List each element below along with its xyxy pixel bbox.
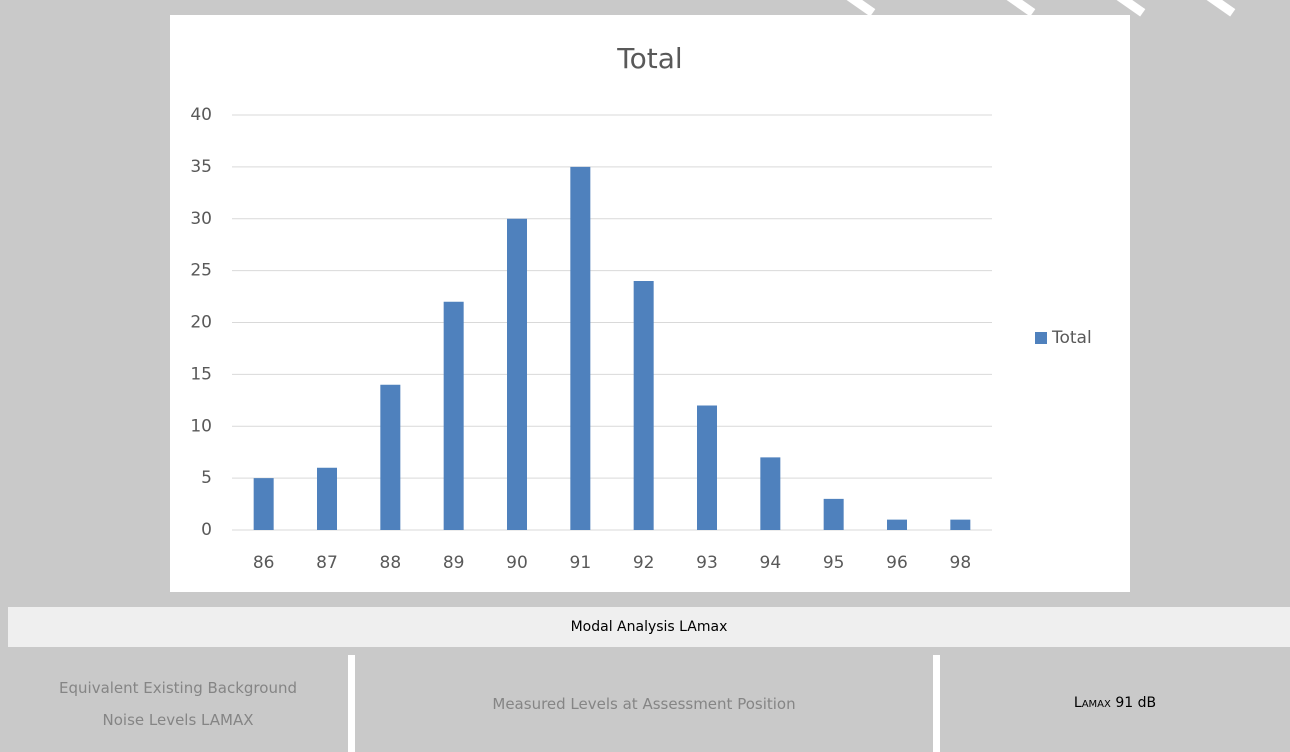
caption: Modal Analysis LAmax xyxy=(570,619,728,635)
x-tick-label: 96 xyxy=(886,553,908,573)
bar xyxy=(380,384,401,530)
y-tick-label: 35 xyxy=(190,157,212,177)
legend-swatch xyxy=(1035,332,1047,344)
x-tick-label: 90 xyxy=(506,553,528,573)
legend-label: Total xyxy=(1051,328,1092,348)
x-tick-label: 88 xyxy=(380,553,402,573)
x-tick-label: 98 xyxy=(950,553,972,573)
y-tick-label: 40 xyxy=(190,105,212,125)
x-tick-label: 87 xyxy=(316,553,338,573)
bar xyxy=(507,218,527,530)
bar xyxy=(697,405,717,530)
y-tick-label: 5 xyxy=(201,468,212,488)
bar xyxy=(253,478,274,530)
bar xyxy=(950,519,971,530)
x-tick-label: 94 xyxy=(760,553,782,573)
result-subscript: AMAX xyxy=(1081,698,1111,710)
caption-row: Modal Analysis LAmax xyxy=(8,607,1290,647)
y-tick-label: 10 xyxy=(190,416,212,436)
table-cell: Measured Levels at Assessment Position xyxy=(355,655,933,752)
table-cell: LAMAX 91 dB xyxy=(940,655,1290,752)
chart-title: Total xyxy=(616,42,682,75)
y-tick-label: 20 xyxy=(190,313,212,333)
watermark xyxy=(1200,0,1236,17)
x-tick-label: 89 xyxy=(443,553,465,573)
x-tick-label: 86 xyxy=(253,553,275,573)
bar xyxy=(443,301,464,530)
y-tick-label: 15 xyxy=(190,364,212,384)
y-tick-label: 0 xyxy=(201,520,212,540)
bar xyxy=(887,519,907,530)
bar xyxy=(570,166,591,530)
bar xyxy=(823,498,844,530)
bar xyxy=(633,281,654,530)
result-symbol: L xyxy=(1073,694,1082,711)
bar xyxy=(317,467,337,530)
cell-text: Equivalent Existing Background Noise Lev… xyxy=(59,678,297,729)
bar xyxy=(760,457,781,530)
cell-separator xyxy=(933,655,940,752)
result: LAMAX 91 dB xyxy=(1074,687,1156,721)
table-cell: Equivalent Existing Background Noise Lev… xyxy=(8,655,348,752)
x-tick-label: 92 xyxy=(633,553,655,573)
result-value: 91 dB xyxy=(1115,694,1157,711)
cell-text: Measured Levels at Assessment Position xyxy=(492,694,796,713)
y-tick-label: 25 xyxy=(190,261,212,281)
x-tick-label: 91 xyxy=(570,553,592,573)
cell-separator xyxy=(348,655,355,752)
chart: Total 0 5 10 15 20 25 30 35 40 86 87 88 89 90 91 92 93 94… xyxy=(170,15,1130,592)
y-tick-label: 30 xyxy=(190,209,212,229)
x-tick-label: 95 xyxy=(823,553,845,573)
x-tick-label: 93 xyxy=(696,553,718,573)
